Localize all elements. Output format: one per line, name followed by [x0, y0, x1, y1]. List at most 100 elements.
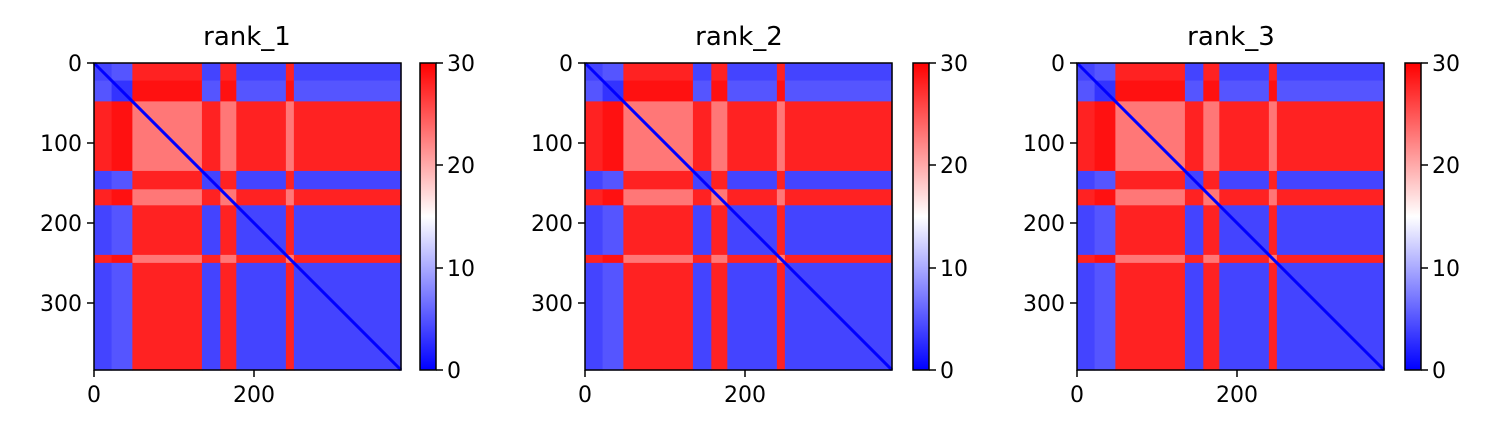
heatmap-block [727, 80, 778, 102]
panel-rank-1: rank_1 0 100 200 300 0 200 0 10 20 [40, 22, 475, 408]
heatmap-block [1203, 254, 1220, 264]
heatmap-block [1115, 63, 1186, 82]
heatmap-block [692, 262, 712, 371]
heatmap-block [692, 254, 712, 264]
heatmap-block [236, 80, 287, 102]
x-axis: 0 200 [578, 370, 766, 408]
heatmap-block [293, 189, 402, 206]
heatmap-block [585, 254, 604, 264]
heatmap-block [94, 189, 113, 206]
heatmap-block [1115, 170, 1186, 190]
x-axis: 0 200 [1070, 370, 1258, 408]
heatmap-block [1077, 80, 1096, 102]
heatmap-diagonal [92, 61, 403, 372]
heatmap-block [1115, 262, 1186, 371]
heatmap-block [776, 189, 786, 206]
heatmap-block [784, 254, 893, 264]
heatmap-block [711, 254, 728, 264]
heatmap-block [623, 189, 694, 206]
heatmap-block [784, 170, 893, 190]
heatmap-block [94, 205, 113, 256]
heatmap-block [1077, 205, 1096, 256]
y-axis: 0 100 200 300 [1023, 52, 1077, 317]
heatmap-block [285, 101, 295, 172]
heatmap-block [727, 63, 778, 82]
heatmap-block [1203, 170, 1220, 190]
heatmap-block [623, 80, 694, 102]
colorbar-tick-label: 10 [1432, 257, 1460, 282]
heatmap-block [111, 254, 133, 264]
colorbar-tick-label: 0 [940, 359, 954, 384]
y-tick-label: 300 [40, 292, 82, 317]
heatmap-block [623, 63, 694, 82]
heatmap-block [1219, 63, 1270, 82]
panel-rank-3: rank_3 0 100 200 300 0 200 0 10 20 [1023, 22, 1460, 408]
colorbar-tick-label: 0 [1432, 359, 1446, 384]
heatmap-block [727, 254, 778, 264]
heatmap [92, 61, 403, 372]
heatmap-block [1268, 205, 1278, 256]
heatmap-block [1184, 262, 1204, 371]
colorbar-gradient [1404, 62, 1422, 371]
y-tick-label: 0 [1051, 52, 1065, 77]
colorbar: 0 10 20 30 [912, 52, 968, 384]
heatmap-block [602, 63, 624, 82]
heatmap-block [1203, 63, 1220, 82]
heatmap-block [285, 262, 295, 371]
heatmap-block [1115, 205, 1186, 256]
heatmap-block [784, 80, 893, 102]
heatmap-block [1268, 80, 1278, 102]
y-tick-label: 0 [68, 52, 82, 77]
heatmap-block [94, 170, 113, 190]
heatmap-block [111, 101, 133, 172]
heatmap-block [293, 254, 402, 264]
heatmap-block [1094, 254, 1116, 264]
heatmap-block [776, 101, 786, 172]
heatmap-block [1268, 262, 1278, 371]
panel-title: rank_1 [203, 22, 291, 52]
heatmap-block [111, 205, 133, 256]
x-tick-label: 0 [87, 383, 101, 408]
colorbar-tick-label: 30 [1432, 52, 1460, 77]
heatmap-block [201, 63, 221, 82]
heatmap-block [236, 262, 287, 371]
heatmap-block [1219, 101, 1270, 172]
panel-rank-2: rank_2 0 100 200 300 0 200 0 10 20 [531, 22, 968, 408]
heatmap-block [1094, 170, 1116, 190]
heatmap-block [585, 170, 604, 190]
heatmap-block [711, 262, 728, 371]
heatmap-block [236, 101, 287, 172]
y-axis: 0 100 200 300 [40, 52, 94, 317]
heatmap-block [293, 170, 402, 190]
heatmap-block [285, 189, 295, 206]
heatmap-block [201, 80, 221, 102]
heatmap-block [711, 80, 728, 102]
heatmap-block [285, 170, 295, 190]
heatmap-block [293, 205, 402, 256]
heatmap-block [1077, 101, 1096, 172]
heatmap-block [132, 170, 203, 190]
heatmap-block [201, 101, 221, 172]
heatmap-block [623, 254, 694, 264]
heatmap-block [1184, 254, 1204, 264]
heatmap-block [111, 63, 133, 82]
heatmap-block [1115, 189, 1186, 206]
heatmap-block [585, 262, 604, 371]
axes-frame [584, 62, 893, 371]
heatmap-block [776, 63, 786, 82]
axes-frame [1076, 62, 1385, 371]
heatmap-block [132, 80, 203, 102]
heatmap-block [602, 101, 624, 172]
heatmap-block [1276, 80, 1385, 102]
y-tick-label: 200 [1023, 212, 1065, 237]
heatmap-block [94, 254, 113, 264]
heatmap-block [602, 262, 624, 371]
heatmap-block [727, 101, 778, 172]
heatmap-block [1115, 254, 1186, 264]
colorbar-tick-label: 20 [1432, 154, 1460, 179]
heatmap-block [1094, 189, 1116, 206]
heatmap-block [711, 63, 728, 82]
heatmap-block [1203, 205, 1220, 256]
y-tick-label: 200 [531, 212, 573, 237]
heatmap-block [692, 63, 712, 82]
